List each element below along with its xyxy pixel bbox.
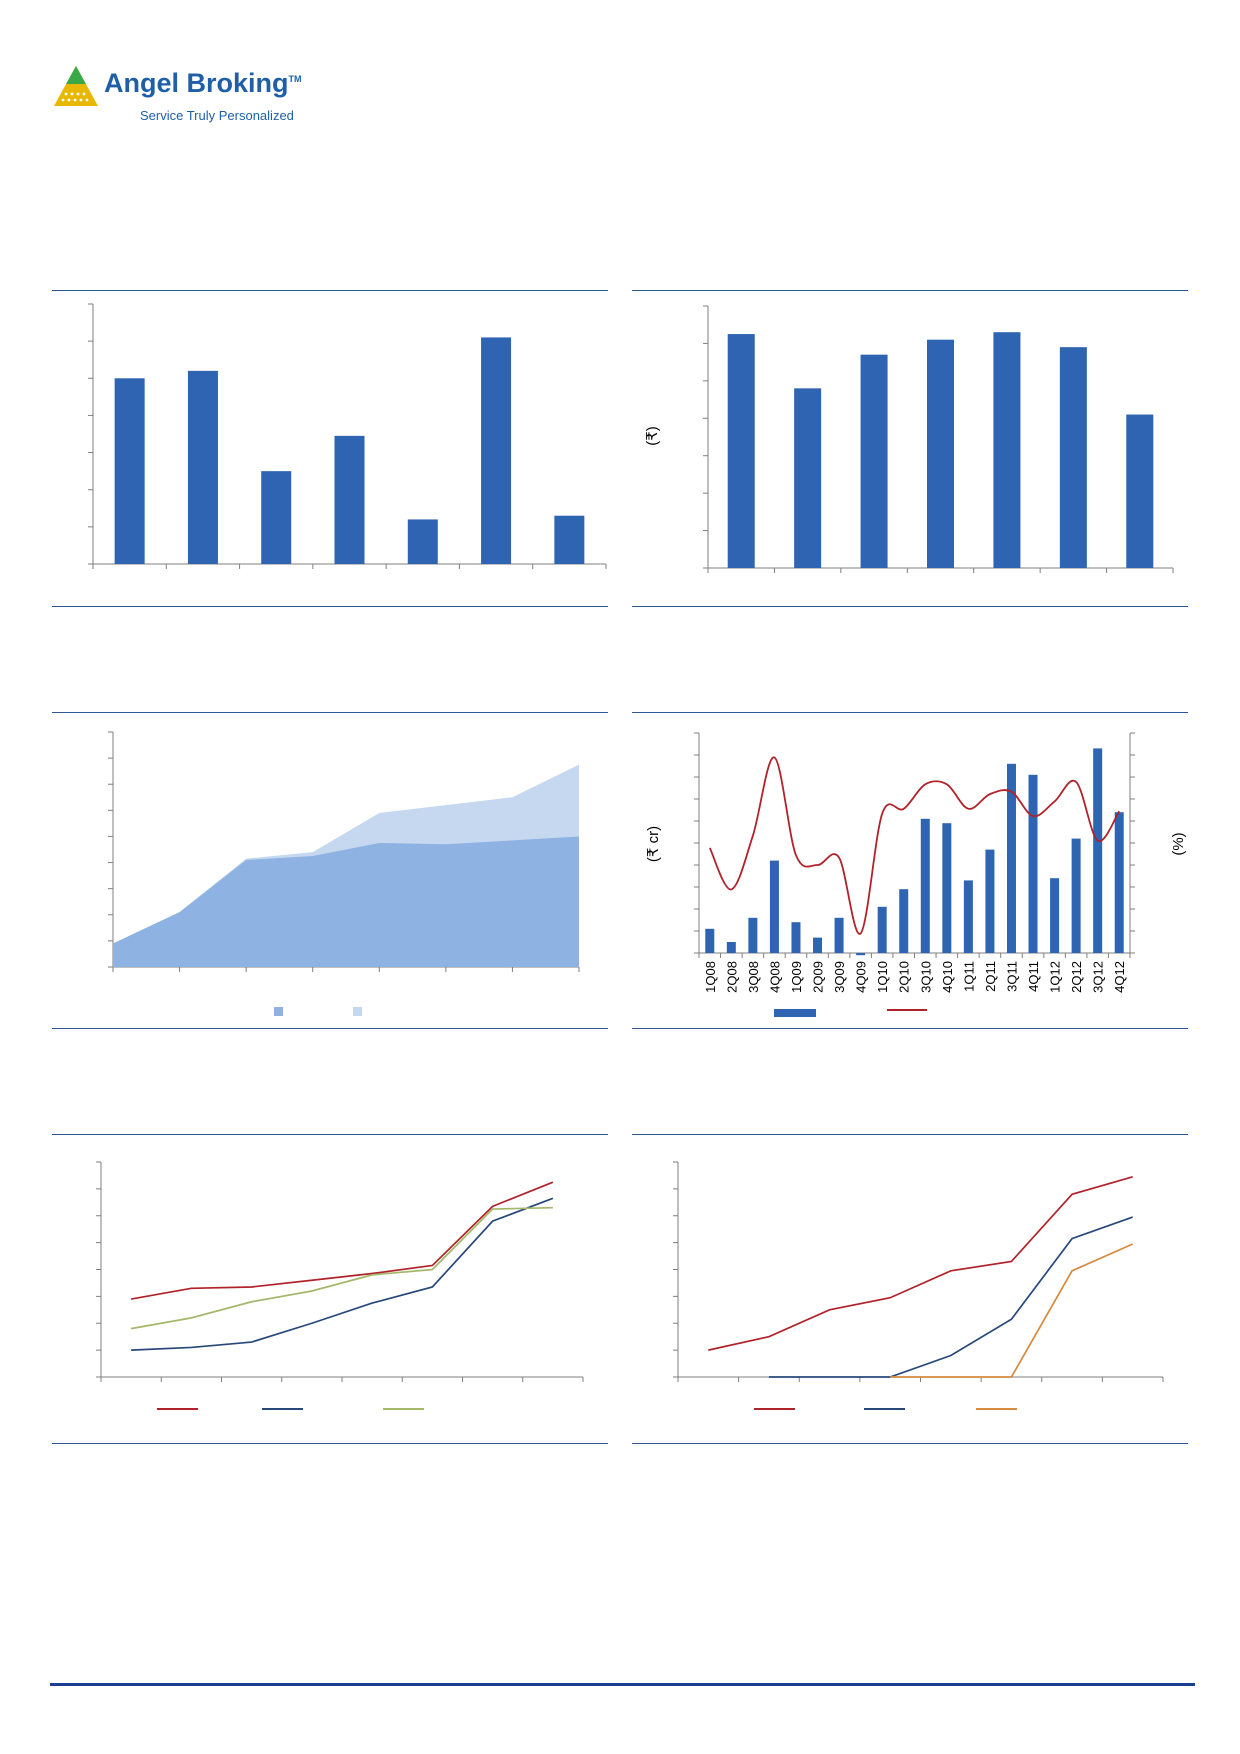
c2-bar [1059,347,1087,568]
c4-x-tick-label: 2Q12 [1069,961,1084,993]
c4-x-tick-label: 3Q12 [1091,961,1106,993]
c4-x-tick-label: 4Q10 [940,961,955,993]
c4-x-tick-label: 3Q08 [746,961,761,993]
c4-bar [748,917,758,953]
chart-4-y2label: (%) [1170,832,1187,855]
rule-c6-bottom [632,1443,1188,1444]
c4-x-tick-label: 2Q10 [897,961,912,993]
chart-6-line [673,1161,1164,1410]
rule-c2-top [632,290,1188,291]
c3-legend-swatch-2 [353,1007,362,1016]
brand-tagline: Service Truly Personalized [140,108,294,123]
c4-bar [726,942,736,953]
c4-x-tick-label: 4Q08 [767,961,782,993]
c1-bar [554,515,585,564]
c4-bar [1114,812,1124,953]
c1-bar [407,519,438,564]
c4-bar [705,928,715,953]
c4-x-tick-label: 4Q12 [1112,961,1127,993]
chart-3-area [108,731,580,1016]
c4-bar [791,922,801,953]
c4-x-tick-label: 3Q10 [918,961,933,993]
c4-bar [769,860,779,953]
chart-4-ylabel: (₹ cr) [645,826,662,862]
c4-bar [899,889,909,953]
c1-bar [481,337,512,564]
brand-name: Angel BrokingTM [104,68,302,98]
c4-bar [1028,774,1038,953]
chart-1-bar [88,303,607,569]
rule-c6-top [632,1134,1188,1135]
rule-c5-bottom [52,1443,608,1444]
c4-bar [985,849,995,953]
c4-x-tick-label: 2Q11 [983,961,998,992]
c4-legend-swatch-bar [774,1009,816,1017]
c4-x-tick-label: 1Q12 [1048,961,1063,993]
chart-4-bar-line: (₹ cr) (%) 1Q08 2Q08 3Q08 4Q08 1Q09 2Q09 3Q09 4… [645,732,1187,1017]
rule-c5-top [52,1134,608,1135]
c4-bar [813,937,823,953]
c4-x-tick-label: 1Q09 [789,961,804,993]
c2-bar [794,388,822,568]
rule-c4-top [632,712,1188,713]
c4-bar [834,917,844,953]
c4-x-tick-label: 4Q11 [1026,961,1041,992]
c4-bar [1006,763,1016,953]
rule-c3-top [52,712,608,713]
c4-bar [920,818,930,953]
rule-c1-top [52,290,608,291]
c6-line-series-1 [708,1175,1133,1351]
angel-broking-logo: Angel BrokingTM Service Truly Personaliz… [52,64,312,134]
chart-2-ylabel: (₹) [644,426,661,446]
c4-bar [877,906,887,953]
c4-x-tick-label: 3Q09 [832,961,847,993]
footer-rule [50,1683,1195,1686]
c4-x-tick-label: 2Q08 [724,961,739,993]
c1-bar [334,435,365,564]
chart-5-line [96,1161,584,1410]
rule-c4-bottom [632,1028,1188,1029]
c5-line-series-2 [131,1197,554,1351]
rule-c3-bottom [52,1028,608,1029]
c4-bar [1050,878,1060,953]
c4-x-tick-label: 2Q09 [811,961,826,993]
c6-line-series-3 [890,1243,1134,1378]
rule-c2-bottom [632,606,1188,607]
c2-bar [927,339,954,568]
c1-bar [114,378,145,564]
c4-line-series [708,756,1120,935]
c4-x-tick-label: 3Q11 [1004,961,1019,992]
chart-2-bar: (₹) [644,305,1174,573]
c6-line-series-2 [768,1216,1133,1378]
c4-x-tick-label: 1Q08 [703,961,718,993]
c1-bar [261,471,292,564]
c2-bar [1126,414,1154,568]
c2-bar [993,332,1021,568]
c4-x-tick-label: 4Q09 [854,961,869,993]
c4-bar [963,880,973,953]
c5-line-series-1 [130,1181,554,1300]
c4-bar [1071,838,1081,953]
trademark-mark: TM [288,74,302,84]
c2-bar [727,334,755,568]
c1-bar [187,370,218,564]
c3-area-series-1 [113,836,579,967]
pyramid-logo-icon [54,66,98,106]
c4-bar [856,953,866,956]
c4-bar [942,823,952,953]
c2-bar [860,354,888,568]
c5-line-series-3 [130,1206,553,1330]
c4-x-tick-label: 1Q11 [961,961,976,992]
c4-x-tick-label: 1Q10 [875,961,890,993]
c4-bar [1093,748,1103,953]
c3-legend-swatch-1 [274,1007,283,1016]
rule-c1-bottom [52,606,608,607]
